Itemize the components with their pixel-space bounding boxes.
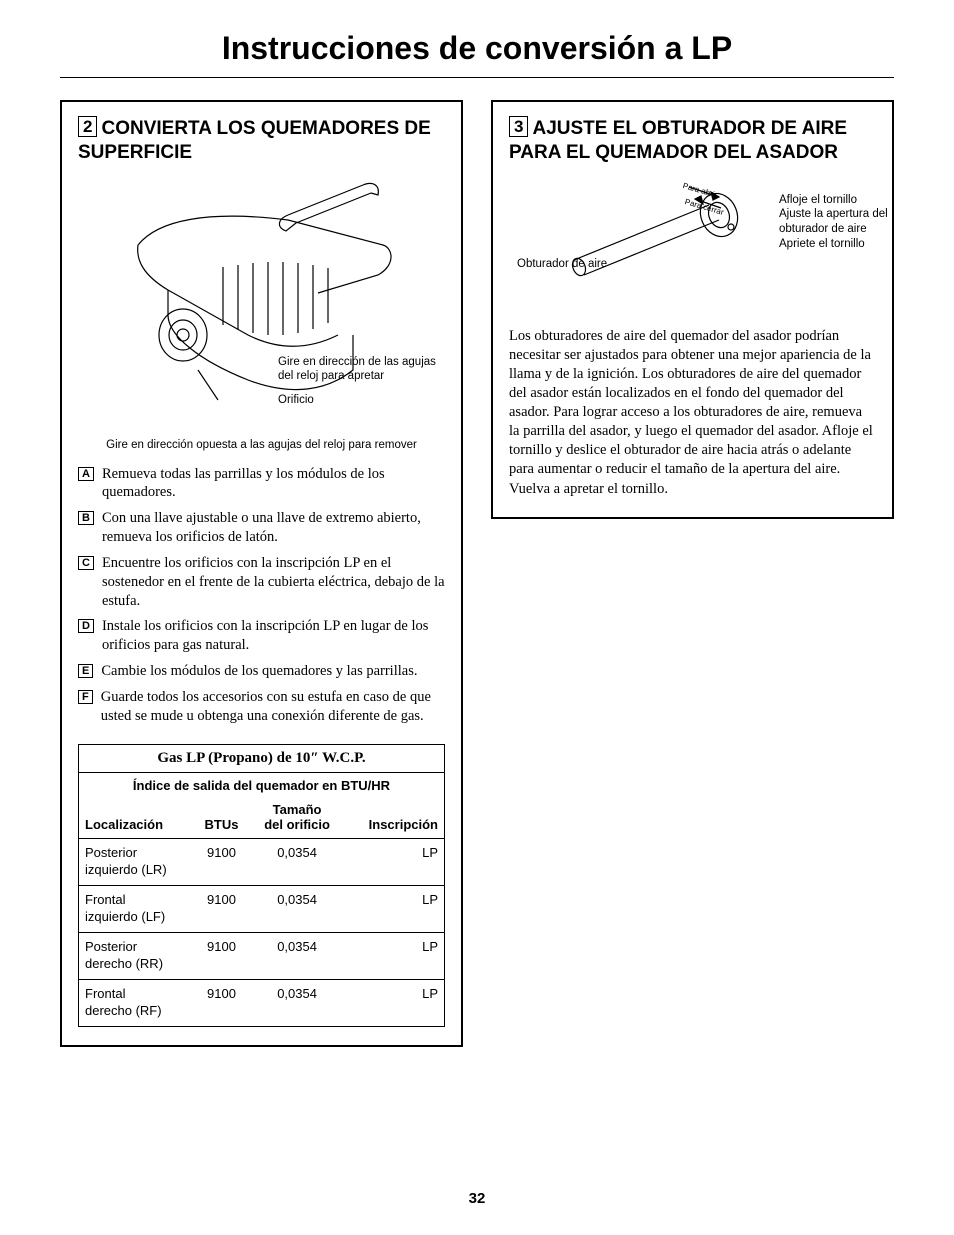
fig-label-shutter: Obturador de aire <box>517 257 607 272</box>
spec-table-subtitle: Índice de salida del quemador en BTU/HR <box>79 773 444 799</box>
table-row: Frontalizquierdo (LF) 9100 0,0354 LP <box>79 885 444 932</box>
cell-size: 0,0354 <box>250 979 345 1026</box>
cell-mark: LP <box>345 838 444 885</box>
step-text: Cambie los módulos de los quemadores y l… <box>101 662 445 681</box>
step-3-panel: 3AJUSTE EL OBTURADOR DE AIRE PARA EL QUE… <box>491 100 894 519</box>
step-text: Con una llave ajustable o una llave de e… <box>102 509 445 547</box>
step-3-heading-text: AJUSTE EL OBTURADOR DE AIRE PARA EL QUEM… <box>509 118 847 163</box>
left-column: 2CONVIERTA LOS QUEMADORES DE SUPERFICIE <box>60 100 463 1047</box>
cell-location: Posteriorizquierdo (LR) <box>79 838 193 885</box>
step-2-heading-text: CONVIERTA LOS QUEMADORES DE SUPERFICIE <box>78 118 431 163</box>
cell-size: 0,0354 <box>250 838 345 885</box>
burner-figure: Gire en dirección de las agujas del relo… <box>78 175 445 435</box>
step-text: Instale los orificios con la inscripción… <box>102 617 445 655</box>
step-3-paragraph: Los obturadores de aire del quemador del… <box>509 327 876 499</box>
table-row: Posteriorizquierdo (LR) 9100 0,0354 LP <box>79 838 444 885</box>
cell-btu: 9100 <box>193 885 249 932</box>
list-item: C Encuentre los orificios con la inscripc… <box>78 554 445 611</box>
step-letter: E <box>78 664 93 678</box>
step-2-heading: 2CONVIERTA LOS QUEMADORES DE SUPERFICIE <box>78 116 445 165</box>
col-size: Tamañodel orificio <box>250 799 345 839</box>
step-number-box: 3 <box>509 116 528 137</box>
list-item: B Con una llave ajustable o una llave de … <box>78 509 445 547</box>
two-column-layout: 2CONVIERTA LOS QUEMADORES DE SUPERFICIE <box>60 100 894 1047</box>
right-column: 3AJUSTE EL OBTURADOR DE AIRE PARA EL QUE… <box>491 100 894 1047</box>
step-2-panel: 2CONVIERTA LOS QUEMADORES DE SUPERFICIE <box>60 100 463 1047</box>
list-item: F Guarde todos los accesorios con su estu… <box>78 688 445 726</box>
table-row: Posteriorderecho (RR) 9100 0,0354 LP <box>79 932 444 979</box>
page-title: Instrucciones de conversión a LP <box>60 30 894 78</box>
step-letter: D <box>78 619 94 633</box>
step-text: Remueva todas las parrillas y los módulo… <box>102 465 445 503</box>
cell-btu: 9100 <box>193 979 249 1026</box>
list-item: A Remueva todas las parrillas y los módul… <box>78 465 445 503</box>
step-letter: F <box>78 690 93 704</box>
step-letter: B <box>78 511 94 525</box>
cell-btu: 9100 <box>193 838 249 885</box>
cell-mark: LP <box>345 885 444 932</box>
table-row: Frontalderecho (RF) 9100 0,0354 LP <box>79 979 444 1026</box>
cell-btu: 9100 <box>193 932 249 979</box>
cell-size: 0,0354 <box>250 932 345 979</box>
col-btus: BTUs <box>193 799 249 839</box>
cell-location: Frontalderecho (RF) <box>79 979 193 1026</box>
fig-label-rotate: Gire en dirección de las agujas del relo… <box>278 355 438 384</box>
step-text: Encuentre los orificios con la inscripci… <box>102 554 445 611</box>
cell-location: Frontalizquierdo (LF) <box>79 885 193 932</box>
fig-side-instructions: Afloje el tornillo Ajuste la apertura de… <box>779 193 899 253</box>
cell-size: 0,0354 <box>250 885 345 932</box>
cell-mark: LP <box>345 979 444 1026</box>
burner-drawing-icon <box>128 175 408 425</box>
step-number-box: 2 <box>78 116 97 137</box>
fig-label-orifice: Orificio <box>278 393 314 407</box>
step-letter: C <box>78 556 94 570</box>
shutter-figure: Para abrir Para cerrar Obturador de aire… <box>509 175 876 315</box>
step-letter: A <box>78 467 94 481</box>
list-item: E Cambie los módulos de los quemadores y … <box>78 662 445 681</box>
spec-table-grid: Localización BTUs Tamañodel orificio Ins… <box>79 799 444 1026</box>
btu-spec-table: Gas LP (Propano) de 10″ W.C.P. Índice de… <box>78 744 445 1027</box>
step-text: Guarde todos los accesorios con su estuf… <box>101 688 445 726</box>
col-location: Localización <box>79 799 193 839</box>
page-number: 32 <box>0 1190 954 1207</box>
step-2-instruction-list: A Remueva todas las parrillas y los módul… <box>78 465 445 726</box>
col-mark: Inscripción <box>345 799 444 839</box>
cell-location: Posteriorderecho (RR) <box>79 932 193 979</box>
list-item: D Instale los orificios con la inscripció… <box>78 617 445 655</box>
spec-table-title: Gas LP (Propano) de 10″ W.C.P. <box>79 745 444 773</box>
fig-caption-remove: Gire en dirección opuesta a las agujas d… <box>78 439 445 451</box>
cell-mark: LP <box>345 932 444 979</box>
step-3-heading: 3AJUSTE EL OBTURADOR DE AIRE PARA EL QUE… <box>509 116 876 165</box>
